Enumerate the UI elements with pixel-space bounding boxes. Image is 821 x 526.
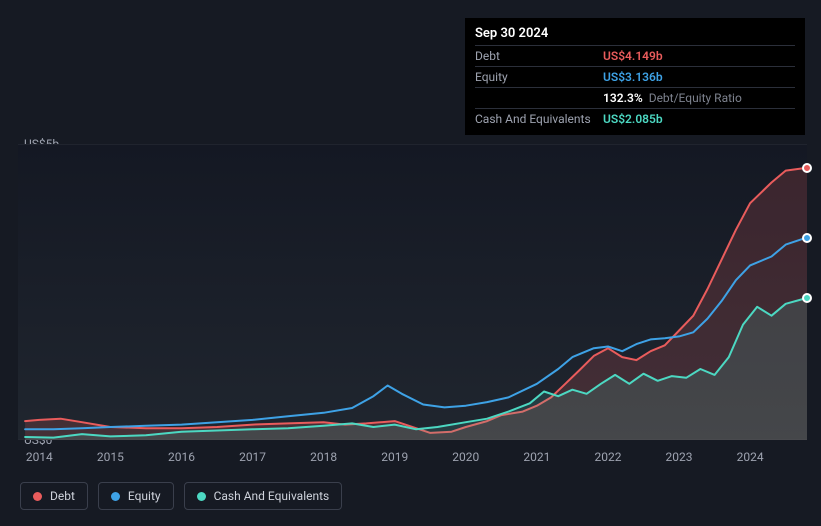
summary-row-label: Debt	[475, 49, 603, 63]
x-axis-label: 2020	[452, 450, 479, 464]
x-axis-label: 2018	[310, 450, 337, 464]
summary-row-value: US$4.149b	[603, 49, 663, 63]
debt-equity-chart	[18, 144, 807, 440]
x-axis-label: 2015	[97, 450, 124, 464]
summary-row: Cash And EquivalentsUS$2.085b	[475, 108, 795, 129]
legend-item-cash-and-equivalents[interactable]: Cash And Equivalents	[184, 482, 343, 510]
legend-label: Debt	[50, 489, 75, 503]
summary-row-label: Cash And Equivalents	[475, 112, 603, 126]
series-end-marker-icon	[802, 163, 812, 173]
summary-row: EquityUS$3.136b	[475, 66, 795, 87]
x-axis-label: 2021	[523, 450, 550, 464]
series-end-marker-icon	[802, 293, 812, 303]
legend-label: Equity	[128, 489, 161, 503]
x-axis-label: 2023	[666, 450, 693, 464]
summary-panel: Sep 30 2024 DebtUS$4.149bEquityUS$3.136b…	[465, 18, 805, 135]
x-axis-label: 2016	[168, 450, 195, 464]
legend-dot-icon	[197, 492, 206, 501]
summary-row-label: Equity	[475, 70, 603, 84]
x-axis-label: 2017	[239, 450, 266, 464]
summary-row-value: US$3.136b	[603, 70, 663, 84]
x-axis-label: 2024	[737, 450, 764, 464]
x-axis-label: 2019	[381, 450, 408, 464]
x-axis-label: 2022	[594, 450, 621, 464]
legend-dot-icon	[111, 492, 120, 501]
series-end-marker-icon	[802, 233, 812, 243]
summary-row-value: US$2.085b	[603, 112, 663, 126]
legend-label: Cash And Equivalents	[214, 489, 330, 503]
summary-row-extra: Debt/Equity Ratio	[649, 91, 742, 105]
legend-dot-icon	[33, 492, 42, 501]
summary-row: DebtUS$4.149b	[475, 45, 795, 66]
legend-item-debt[interactable]: Debt	[20, 482, 88, 510]
legend-item-equity[interactable]: Equity	[98, 482, 174, 510]
x-axis-label: 2014	[26, 450, 53, 464]
summary-row-value: 132.3%	[603, 91, 643, 105]
chart-legend: Debt Equity Cash And Equivalents	[20, 482, 342, 510]
summary-row: 132.3% Debt/Equity Ratio	[475, 87, 795, 108]
summary-date: Sep 30 2024	[475, 26, 795, 41]
